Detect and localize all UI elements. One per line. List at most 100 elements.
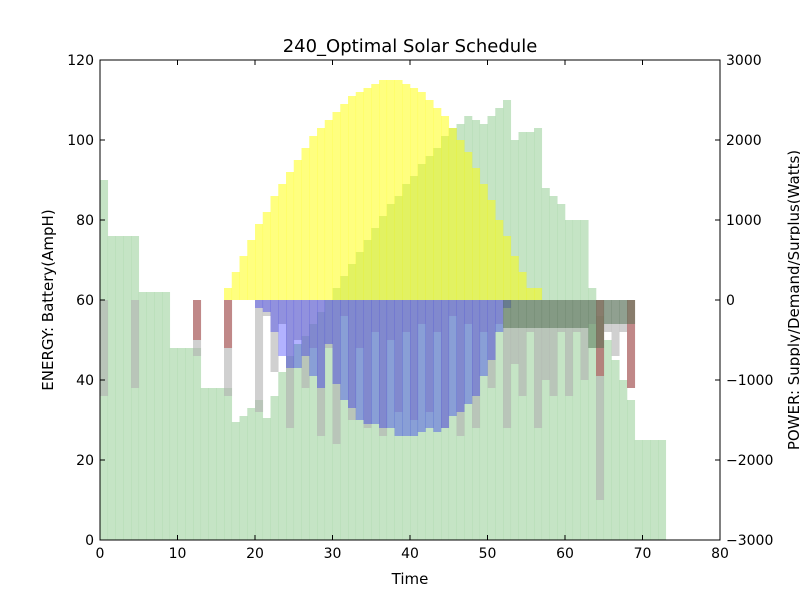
battery-bar: [200, 388, 209, 540]
demand-bar: [510, 300, 519, 364]
demand-bar: [324, 300, 333, 348]
surplus-bar: [433, 300, 442, 432]
battery-bar: [301, 336, 310, 540]
supply-bar: [262, 212, 271, 300]
net-bar: [619, 300, 628, 324]
demand-bar: [503, 300, 512, 428]
supply-bar: [231, 272, 240, 300]
demand-bar: [596, 300, 605, 500]
surplus-bar: [262, 300, 271, 312]
x-tick-label: 10: [169, 546, 187, 562]
battery-bar: [270, 396, 279, 540]
demand-bar: [262, 300, 271, 316]
supply-bar: [309, 136, 318, 300]
surplus-bar: [441, 300, 450, 428]
net-bar: [572, 300, 581, 328]
battery-bar: [262, 418, 271, 540]
deficit-bar: [224, 300, 233, 348]
net-bar: [503, 300, 512, 328]
net-bar: [580, 300, 589, 328]
surplus-bar: [472, 300, 481, 396]
demand-bar: [472, 300, 481, 428]
battery-bar: [286, 356, 295, 540]
battery-bar: [627, 400, 636, 540]
battery-bar: [417, 164, 426, 540]
left-axis-title: ENERGY: Battery(AmpH): [39, 209, 57, 390]
demand-bar: [417, 300, 426, 324]
demand-bar: [255, 300, 264, 412]
supply-bar: [371, 84, 380, 300]
demand-bar: [534, 300, 543, 428]
battery-bar: [572, 220, 581, 540]
right-y-tick-label: 0: [726, 293, 735, 309]
demand-bar: [363, 300, 372, 428]
surplus-bar: [402, 300, 411, 436]
demand-bar: [495, 300, 504, 324]
left-y-tick-label: 80: [76, 213, 94, 229]
bars-layer: [100, 80, 667, 540]
battery-bar: [619, 380, 628, 540]
demand-bar: [565, 300, 574, 396]
surplus-bar: [363, 300, 372, 424]
net-bar: [588, 300, 597, 348]
demand-bar: [549, 300, 558, 396]
supply-bar: [472, 168, 481, 300]
battery-bar: [154, 292, 163, 540]
demand-bar: [131, 300, 140, 388]
battery-bar: [123, 236, 132, 540]
left-y-tick-label: 60: [76, 293, 94, 309]
battery-bar: [255, 400, 264, 540]
supply-bar: [464, 152, 473, 300]
battery-bar: [355, 252, 364, 540]
net-bar: [549, 300, 558, 328]
demand-bar: [286, 300, 295, 428]
battery-bar: [433, 148, 442, 540]
surplus-bar: [448, 300, 457, 416]
battery-bar: [526, 132, 535, 540]
right-y-tick-label: 3000: [726, 53, 762, 69]
supply-bar: [355, 92, 364, 300]
demand-bar: [611, 300, 620, 356]
supply-bar: [503, 236, 512, 300]
surplus-bar: [348, 300, 357, 408]
x-tick-label: 20: [246, 546, 264, 562]
demand-bar: [402, 300, 411, 332]
net-bar: [596, 300, 605, 348]
right-axis-title: POWER: Supply/Demand/Surplus(Watts): [785, 150, 800, 450]
deficit-bar: [193, 300, 202, 340]
battery-bar: [386, 204, 395, 540]
x-tick-label: 30: [324, 546, 342, 562]
surplus-bar: [417, 300, 426, 432]
supply-bar: [270, 196, 279, 300]
supply-bar: [340, 104, 349, 300]
net-bar: [541, 300, 550, 328]
battery-bar: [278, 372, 287, 540]
surplus-bar: [301, 300, 310, 356]
battery-bar: [658, 440, 667, 540]
demand-bar: [301, 300, 310, 388]
x-axis-title: Time: [391, 570, 429, 588]
supply-bar: [448, 128, 457, 300]
battery-bar: [603, 340, 612, 540]
surplus-bar: [340, 300, 349, 400]
battery-bar: [402, 184, 411, 540]
left-y-tick-label: 120: [67, 53, 94, 69]
battery-bar: [216, 388, 225, 540]
demand-bar: [386, 300, 395, 340]
demand-bar: [317, 300, 326, 436]
supply-bar: [278, 184, 287, 300]
surplus-bar: [479, 300, 488, 376]
demand-bar: [355, 300, 364, 348]
net-bar: [603, 300, 612, 324]
right-y-tick-label: 2000: [726, 133, 762, 149]
supply-bar: [479, 184, 488, 300]
net-bar: [611, 300, 620, 324]
surplus-bar: [495, 300, 504, 332]
demand-bar: [270, 300, 279, 372]
supply-bar: [417, 92, 426, 300]
left-y-tick-label: 100: [67, 133, 94, 149]
battery-bar: [146, 292, 155, 540]
battery-bar: [309, 324, 318, 540]
net-bar: [510, 300, 519, 328]
deficit-bar: [627, 300, 636, 388]
